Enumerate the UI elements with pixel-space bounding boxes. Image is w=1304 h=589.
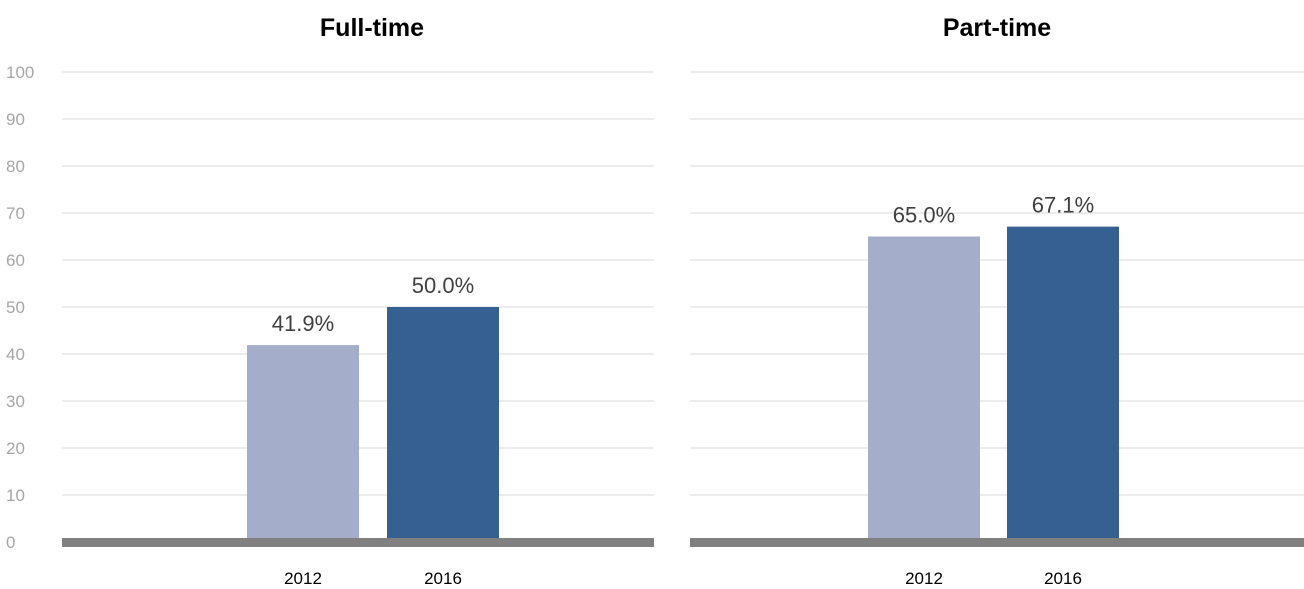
bar-1-2016 bbox=[387, 307, 499, 542]
data-label-1-2016: 50.0% bbox=[412, 273, 474, 298]
y-tick-label-0: 0 bbox=[6, 533, 15, 552]
y-tick-label-20: 20 bbox=[6, 439, 25, 458]
chart-title-1: Full-time bbox=[320, 14, 424, 42]
y-tick-label-90: 90 bbox=[6, 110, 25, 129]
y-tick-label-10: 10 bbox=[6, 486, 25, 505]
x-tick-label-1-2012: 2012 bbox=[284, 569, 322, 588]
y-tick-label-60: 60 bbox=[6, 251, 25, 270]
data-label-2-2016: 67.1% bbox=[1032, 193, 1094, 218]
y-tick-label-50: 50 bbox=[6, 298, 25, 317]
x-tick-label-1-2016: 2016 bbox=[424, 569, 462, 588]
y-tick-label-100: 100 bbox=[6, 63, 34, 82]
x-axis-baseline-2 bbox=[690, 538, 1304, 547]
y-tick-label-70: 70 bbox=[6, 204, 25, 223]
x-tick-label-2-2016: 2016 bbox=[1044, 569, 1082, 588]
chart-title-2: Part-time bbox=[943, 14, 1051, 42]
bar-2-2016 bbox=[1007, 226, 1119, 542]
bar-2-2012 bbox=[868, 236, 980, 542]
y-tick-label-30: 30 bbox=[6, 392, 25, 411]
y-tick-label-80: 80 bbox=[6, 157, 25, 176]
data-label-2-2012: 65.0% bbox=[893, 203, 955, 228]
y-tick-label-40: 40 bbox=[6, 345, 25, 364]
x-tick-label-2-2012: 2012 bbox=[905, 569, 943, 588]
bar-1-2012 bbox=[247, 345, 359, 542]
data-label-1-2012: 41.9% bbox=[272, 311, 334, 336]
x-axis-baseline-1 bbox=[62, 538, 654, 547]
